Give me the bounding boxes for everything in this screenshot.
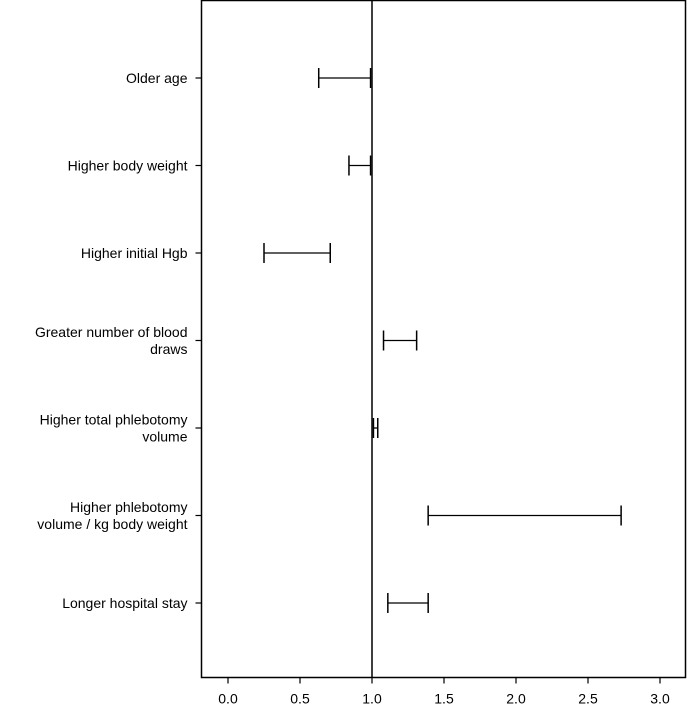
x-tick-label: 1.5: [434, 691, 454, 707]
x-tick-label: 2.5: [578, 691, 598, 707]
category-label: draws: [150, 341, 187, 357]
category-label: Longer hospital stay: [62, 595, 187, 611]
category-label: Greater number of blood: [35, 324, 188, 340]
category-label: volume: [142, 429, 187, 445]
x-tick-label: 2.0: [506, 691, 526, 707]
x-tick-label: 3.0: [650, 691, 670, 707]
x-tick-label: 0.0: [218, 691, 238, 707]
category-label: Higher body weight: [68, 158, 188, 174]
plot-frame: [200, 0, 687, 679]
x-tick-label: 1.0: [362, 691, 382, 707]
category-label: Older age: [126, 70, 188, 86]
category-label: volume / kg body weight: [37, 516, 187, 532]
category-label: Higher total phlebotomy: [40, 412, 188, 428]
x-tick-label: 0.5: [290, 691, 310, 707]
category-label: Higher initial Hgb: [81, 245, 188, 261]
category-label: Higher phlebotomy: [70, 499, 188, 515]
